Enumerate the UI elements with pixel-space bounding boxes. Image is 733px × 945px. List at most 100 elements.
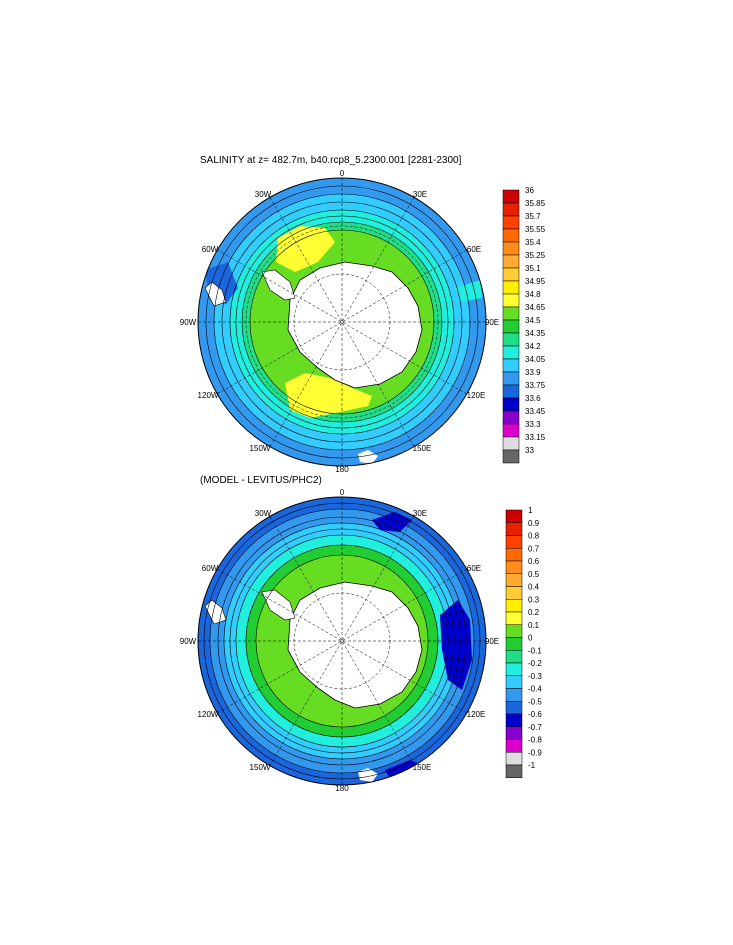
difference-colorbar-label: -0.3 (528, 672, 542, 681)
difference-colorbar-box (505, 573, 523, 587)
salinity-colorbar-box (502, 254, 520, 269)
salinity-colorbar-box (502, 280, 520, 295)
salinity-colorbar-label: 33.45 (525, 407, 546, 416)
difference-colorbar-label: 0.1 (528, 621, 540, 630)
lon-label-30e-b: 30E (413, 509, 427, 518)
antarctica-landmass-2 (287, 581, 423, 709)
lon-label-60w: 60W (202, 245, 219, 254)
salinity-colorbar-label: 34.35 (525, 329, 546, 338)
salinity-shelf-east (455, 280, 482, 302)
difference-colorbar-label: -0.1 (528, 646, 542, 655)
salinity-colorbar-label: 36 (525, 186, 534, 195)
difference-colorbar-label: 0.8 (528, 532, 540, 541)
difference-colorbar-label: -0.7 (528, 723, 542, 732)
salinity-colorbar-box (502, 306, 520, 321)
panel-title-difference: (MODEL - LEVITUS/PHC2) (200, 475, 322, 486)
antarctic-peninsula (261, 269, 296, 301)
difference-colorbar-box (505, 650, 523, 664)
difference-colorbar-box (505, 662, 523, 676)
salinity-colorbar-label: 34.05 (525, 355, 546, 364)
difference-colorbar-label: 0.5 (528, 570, 540, 579)
salinity-colorbar: 36 35.85 35.7 35.55 35.4 35.25 35.1 34.95 34.8 34… (502, 186, 546, 464)
salinity-colorbar-box (502, 397, 520, 412)
difference-map (197, 496, 487, 786)
lon-label-0-b: 0 (340, 488, 345, 497)
difference-colorbar-box (505, 764, 523, 778)
salinity-colorbar-label: 35.25 (525, 251, 546, 260)
difference-colorbar-box (505, 637, 523, 651)
difference-colorbar-label: -0.2 (528, 659, 542, 668)
lon-label-60w-b: 60W (202, 564, 219, 573)
difference-colorbar-box (505, 548, 523, 562)
salinity-colorbar-label: 33.3 (525, 420, 541, 429)
difference-colorbar-label: 0.9 (528, 519, 540, 528)
lon-label-150w-b: 150W (250, 763, 271, 772)
salinity-colorbar-label: 35.55 (525, 225, 546, 234)
salinity-colorbar-label: 33.9 (525, 368, 541, 377)
salinity-colorbar-label: 34.8 (525, 290, 541, 299)
salinity-colorbar-label: 33.75 (525, 381, 546, 390)
salinity-colorbar-label: 33.6 (525, 394, 541, 403)
salinity-colorbar-label: 33 (525, 446, 534, 455)
lon-label-120w: 120W (198, 391, 219, 400)
salinity-longitude-labels: 0 30E 60E 90E 120E 150E 180 150W 120W 90… (180, 169, 499, 474)
salinity-colorbar-box (502, 228, 520, 243)
difference-colorbar-label: 0 (528, 634, 533, 643)
salinity-colorbar-box (502, 384, 520, 399)
difference-colorbar-label: -0.5 (528, 697, 542, 706)
difference-colorbar-label: -0.8 (528, 736, 542, 745)
salinity-colorbar-label: 34.65 (525, 303, 546, 312)
lon-label-120e: 120E (467, 391, 486, 400)
difference-colorbar-label: 1 (528, 506, 533, 515)
salinity-map-border (197, 177, 487, 467)
salinity-colorbar-label: 35.85 (525, 199, 546, 208)
panel-title-salinity: SALINITY at z= 482.7m, b40.rcp8_5.2300.0… (200, 155, 462, 166)
salinity-colorbar-box (502, 267, 520, 282)
south-america-landmass-2 (204, 599, 227, 625)
lon-label-150e: 150E (413, 444, 432, 453)
difference-colorbar-label: -0.9 (528, 748, 542, 757)
difference-colorbar-box (505, 586, 523, 600)
salinity-colorbar-box (502, 423, 520, 438)
salinity-colorbar-box (502, 358, 520, 373)
difference-colorbar-label: 0.2 (528, 608, 540, 617)
difference-colorbar-box (505, 509, 523, 523)
lon-label-90w-b: 90W (180, 637, 197, 646)
difference-colorbar-box (505, 675, 523, 689)
lon-label-150e-b: 150E (413, 763, 432, 772)
new-zealand-landmass (358, 450, 378, 464)
salinity-colorbar-box (502, 449, 520, 464)
lon-label-90e: 90E (485, 318, 499, 327)
lon-label-180: 180 (335, 465, 349, 474)
salinity-colorbar-label: 34.2 (525, 342, 541, 351)
difference-colorbar-label: -0.4 (528, 685, 542, 694)
difference-anomaly-east (440, 600, 472, 690)
lon-label-180-b: 180 (335, 784, 349, 793)
difference-colorbar-label: 0.7 (528, 544, 540, 553)
difference-colorbar-box (505, 522, 523, 536)
difference-colorbar-box (505, 713, 523, 727)
salinity-colorbar-box (502, 202, 520, 217)
difference-colorbar-label: 0.6 (528, 557, 540, 566)
salinity-colorbar-box (502, 293, 520, 308)
difference-colorbar: 1 0.9 0.8 0.7 0.6 0.5 0.4 0.3 0.2 0.1 0 -0.1 -0.2 -0.… (505, 506, 542, 778)
lon-label-150w: 150W (250, 444, 271, 453)
lon-label-0: 0 (340, 169, 345, 178)
salinity-patch-weddell (276, 226, 335, 272)
difference-colorbar-label: 0.4 (528, 583, 540, 592)
difference-colorbar-box (505, 701, 523, 715)
lon-label-90e-b: 90E (485, 637, 499, 646)
difference-colorbar-label: 0.3 (528, 595, 540, 604)
antarctica-landmass (287, 261, 423, 389)
difference-colorbar-box (505, 560, 523, 574)
salinity-colorbar-label: 35.4 (525, 238, 541, 247)
lon-label-30w: 30W (255, 190, 272, 199)
difference-colorbar-box (505, 599, 523, 613)
salinity-colorbar-box (502, 410, 520, 425)
difference-longitude-labels: 0 30E 60E 90E 120E 150E 180 150W 120W 90… (180, 488, 499, 793)
lon-label-60e: 60E (467, 245, 481, 254)
salinity-colorbar-label: 35.1 (525, 264, 541, 273)
difference-colorbar-box (505, 726, 523, 740)
salinity-colorbar-box (502, 332, 520, 347)
